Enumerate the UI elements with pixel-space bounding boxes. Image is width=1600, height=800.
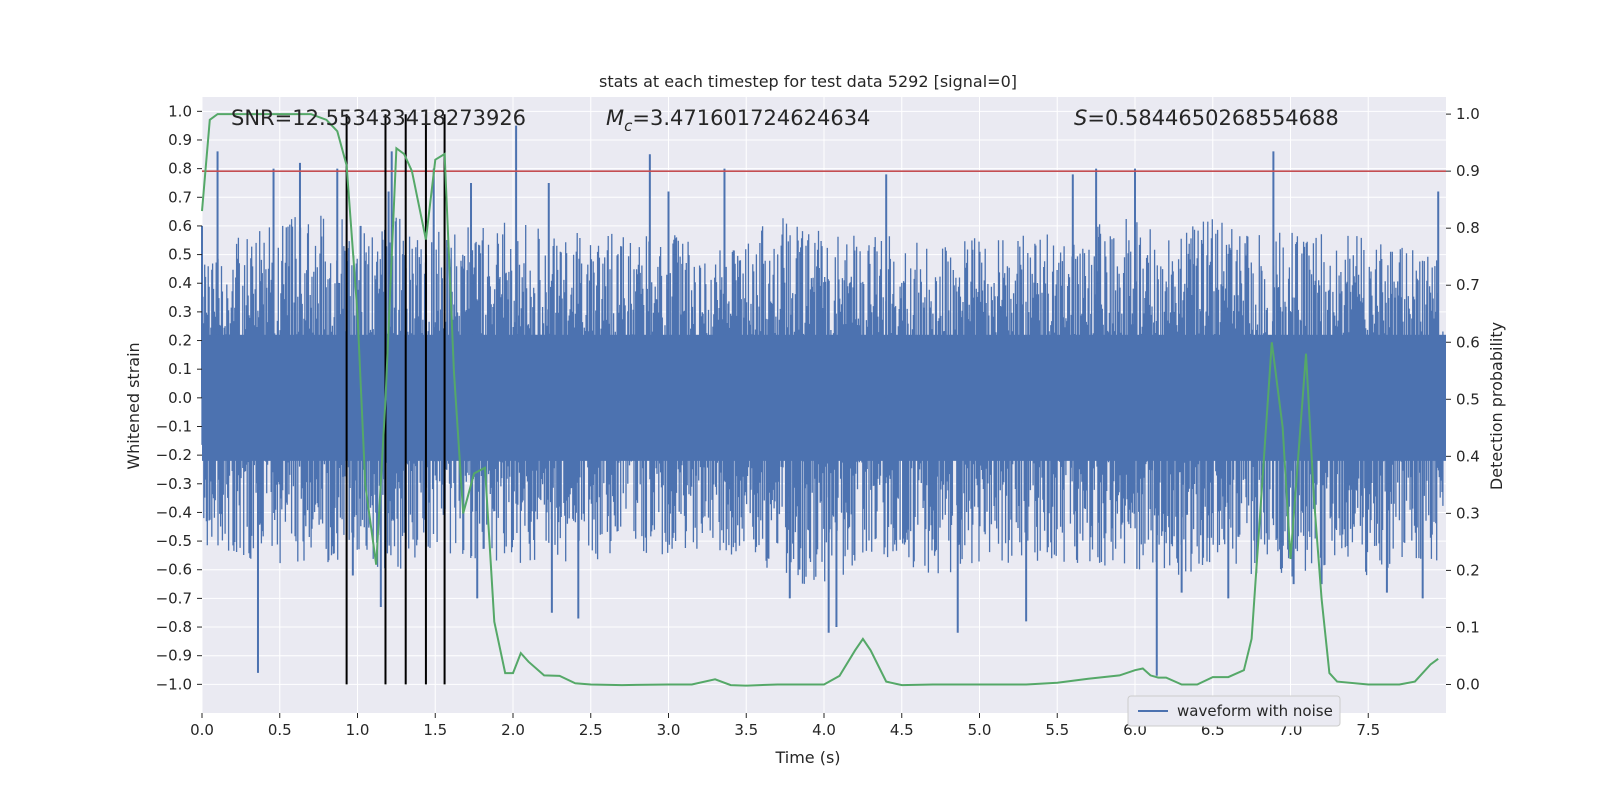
y-tick-label: 0.0 <box>168 389 192 407</box>
s-annotation: S=0.5844650268554688 <box>1074 106 1339 130</box>
y-tick-label: −0.3 <box>156 475 192 493</box>
x-tick-label: 2.0 <box>501 721 525 739</box>
y2-tick-label: 0.6 <box>1456 333 1480 351</box>
y2-axis-title: Detection probability <box>1487 322 1506 490</box>
y2-tick-label: 1.0 <box>1456 105 1480 123</box>
y-tick-label: 0.4 <box>168 274 192 292</box>
s-value: =0.5844650268554688 <box>1087 106 1338 130</box>
y2-tick-label: 0.9 <box>1456 162 1480 180</box>
chart-title: stats at each timestep for test data 529… <box>599 72 1017 91</box>
x-axis-title: Time (s) <box>774 748 840 767</box>
y-tick-label: 0.7 <box>168 188 192 206</box>
x-tick-label: 4.5 <box>890 721 914 739</box>
legend: waveform with noise <box>1127 695 1341 727</box>
y-tick-label: −0.5 <box>156 532 192 550</box>
x-tick-label: 3.5 <box>734 721 758 739</box>
y2-tick-label: 0.8 <box>1456 219 1480 237</box>
x-tick-label: 5.0 <box>968 721 992 739</box>
y-tick-label: −0.7 <box>156 589 192 607</box>
x-tick-label: 5.5 <box>1045 721 1069 739</box>
waveform-series <box>201 125 1446 676</box>
chirp-mass-value: =3.471601724624634 <box>632 106 870 130</box>
y-tick-label: −0.1 <box>156 417 192 435</box>
y-tick-label: −0.2 <box>156 446 192 464</box>
axes: 0.0 0.5 1.0 1.5 2.0 2.5 3.0 3.5 4.0 4.5 5.0 5.5 6.0 6… <box>156 102 1480 739</box>
chirp-mass-annotation: Mc=3.471601724624634 <box>606 106 870 135</box>
y2-tick-label: 0.4 <box>1456 447 1480 465</box>
x-tick-label: 4.0 <box>812 721 836 739</box>
chirp-mass-subscript: c <box>624 117 633 135</box>
y-tick-label: −0.8 <box>156 618 192 636</box>
s-symbol: S <box>1074 106 1087 130</box>
y-tick-label: 0.1 <box>168 360 192 378</box>
probability-series <box>201 113 1439 687</box>
y-tick-label: 1.0 <box>168 102 192 120</box>
y-tick-label: 0.2 <box>168 332 192 350</box>
chirp-mass-symbol: M <box>606 106 624 130</box>
y-tick-label: 0.9 <box>168 131 192 149</box>
y-tick-label: −1.0 <box>156 675 192 693</box>
y-tick-label: −0.6 <box>156 561 192 579</box>
y-tick-label: 0.3 <box>168 303 192 321</box>
x-tick-label: 0.5 <box>268 721 292 739</box>
y2-tick-label: 0.0 <box>1456 675 1480 693</box>
y2-tick-label: 0.7 <box>1456 276 1480 294</box>
y-tick-label: 0.5 <box>168 246 192 264</box>
x-tick-label: 2.5 <box>579 721 603 739</box>
y-tick-label: 0.6 <box>168 217 192 235</box>
x-tick-label: 7.5 <box>1356 721 1380 739</box>
y2-tick-label: 0.3 <box>1456 504 1480 522</box>
y-tick-label: 0.8 <box>168 160 192 178</box>
y-tick-label: −0.4 <box>156 503 192 521</box>
probability-line <box>201 113 1439 687</box>
y2-tick-label: 0.1 <box>1456 618 1480 636</box>
legend-box <box>1127 695 1341 727</box>
y2-tick-label: 0.5 <box>1456 390 1480 408</box>
waveform-core <box>202 334 1446 461</box>
y-tick-label: −0.9 <box>156 647 192 665</box>
y2-tick-label: 0.2 <box>1456 561 1480 579</box>
y-axis-title: Whitened strain <box>124 342 143 469</box>
legend-label: waveform with noise <box>1177 702 1333 720</box>
x-tick-label: 3.0 <box>657 721 681 739</box>
x-tick-label: 1.0 <box>346 721 370 739</box>
x-tick-label: 1.5 <box>423 721 447 739</box>
x-tick-label: 0.0 <box>190 721 214 739</box>
snr-annotation: SNR=12.553433418273926 <box>231 106 526 130</box>
